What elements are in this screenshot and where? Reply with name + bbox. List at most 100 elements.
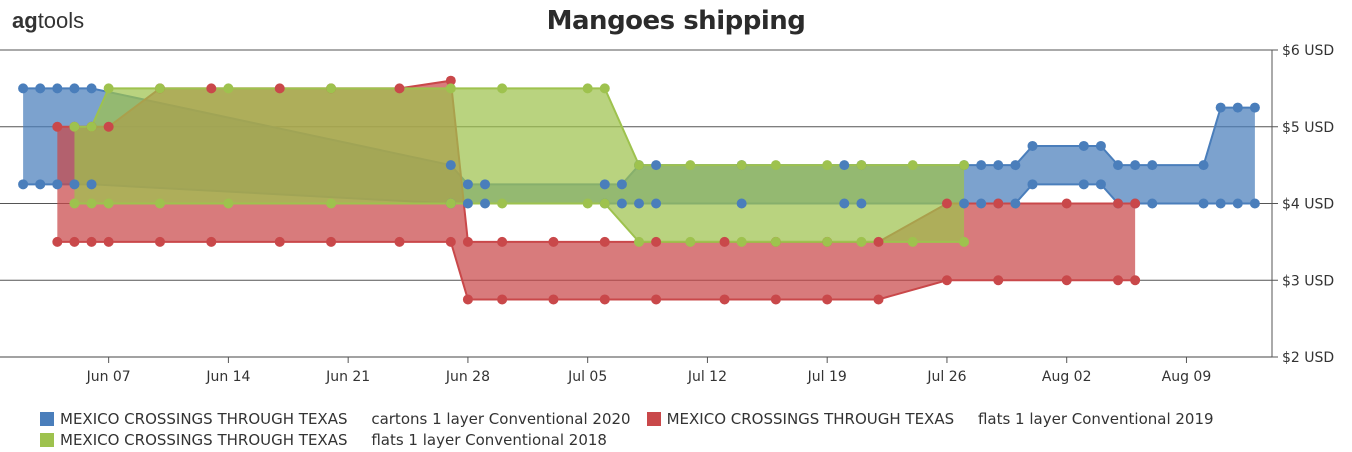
series-point-high-0 <box>976 160 987 171</box>
series-point-high-0 <box>599 179 610 190</box>
series-point-low-0 <box>86 179 97 190</box>
series-point-high-2 <box>445 83 456 94</box>
series-point-low-2 <box>599 198 610 209</box>
series-point-high-1 <box>993 198 1004 209</box>
series-point-high-0 <box>1215 102 1226 113</box>
series-point-low-0 <box>35 179 46 190</box>
series-point-low-1 <box>326 236 337 247</box>
chart-title: Mangoes shipping <box>546 6 806 36</box>
series-point-high-1 <box>206 83 217 94</box>
series-point-low-0 <box>69 179 80 190</box>
legend-item-2019[interactable]: MEXICO CROSSINGS THROUGH TEXAS flats 1 l… <box>646 409 1214 428</box>
series-point-low-1 <box>770 294 781 305</box>
series-point-low-0 <box>1095 179 1106 190</box>
series-point-high-1 <box>394 83 405 94</box>
series-point-low-1 <box>941 275 952 286</box>
series-point-low-0 <box>1147 198 1158 209</box>
series-point-high-0 <box>445 160 456 171</box>
series-point-low-0 <box>959 198 970 209</box>
series-point-high-1 <box>651 236 662 247</box>
series-point-low-1 <box>462 294 473 305</box>
series-point-high-0 <box>52 83 63 94</box>
series-point-high-1 <box>462 236 473 247</box>
series-point-low-1 <box>394 236 405 247</box>
series-point-low-2 <box>959 236 970 247</box>
series-point-high-2 <box>103 83 114 94</box>
series-point-low-0 <box>856 198 867 209</box>
series-point-high-0 <box>480 179 491 190</box>
series-point-high-1 <box>941 198 952 209</box>
series-point-low-1 <box>69 236 80 247</box>
y-tick-label: $3 USD <box>1282 273 1334 289</box>
series-point-high-0 <box>69 83 80 94</box>
series-point-low-1 <box>1113 275 1124 286</box>
series-point-low-2 <box>86 198 97 209</box>
series-point-low-2 <box>326 198 337 209</box>
legend-label-2020: MEXICO CROSSINGS THROUGH TEXAS cartons 1… <box>60 409 631 428</box>
legend-item-2018[interactable]: MEXICO CROSSINGS THROUGH TEXAS flats 1 l… <box>40 431 607 449</box>
series-point-low-0 <box>1027 179 1038 190</box>
series-low-line-1 <box>57 240 1136 301</box>
series-point-low-2 <box>736 236 747 247</box>
x-tick-label: Jul 26 <box>926 369 966 385</box>
series-point-high-0 <box>1113 160 1124 171</box>
series-point-high-0 <box>462 179 473 190</box>
series-point-high-2 <box>907 160 918 171</box>
legend-label-2019: MEXICO CROSSINGS THROUGH TEXAS flats 1 l… <box>666 409 1214 428</box>
series-point-high-0 <box>86 83 97 94</box>
chart-area: $2 USD $3 USD $4 USD $5 USD $6 USD Jun 07 Jun … <box>0 43 1334 385</box>
series-point-low-0 <box>976 198 987 209</box>
series-point-high-2 <box>582 83 593 94</box>
x-tick-label: Jul 12 <box>687 369 727 385</box>
y-tick-label: $4 USD <box>1282 197 1334 213</box>
series-point-high-2 <box>856 160 867 171</box>
x-tick-label: Jul 19 <box>807 369 847 385</box>
series-point-high-1 <box>1130 198 1141 209</box>
series-point-low-1 <box>497 294 508 305</box>
series-point-low-0 <box>480 198 491 209</box>
series-point-low-1 <box>993 275 1004 286</box>
agtools-logo[interactable]: agtools <box>12 8 85 33</box>
series-point-low-1 <box>445 236 456 247</box>
series-point-low-2 <box>685 236 696 247</box>
series-point-low-0 <box>1078 179 1089 190</box>
series-point-high-0 <box>1130 160 1141 171</box>
series-point-low-2 <box>103 198 114 209</box>
series-point-low-1 <box>154 236 165 247</box>
series-point-low-1 <box>822 294 833 305</box>
series-point-high-2 <box>959 160 970 171</box>
series-point-high-1 <box>52 121 63 132</box>
series-point-low-1 <box>274 236 285 247</box>
series-point-low-0 <box>52 179 63 190</box>
x-tick-label: Jun 21 <box>325 369 370 385</box>
series-point-low-2 <box>223 198 234 209</box>
series-point-low-1 <box>599 294 610 305</box>
series-point-low-0 <box>18 179 29 190</box>
series-point-low-0 <box>462 198 473 209</box>
series-point-high-0 <box>993 160 1004 171</box>
series-point-high-0 <box>616 179 627 190</box>
series-point-high-2 <box>685 160 696 171</box>
series-point-low-2 <box>445 198 456 209</box>
series-point-low-2 <box>69 198 80 209</box>
legend-item-2020[interactable]: MEXICO CROSSINGS THROUGH TEXAS cartons 1… <box>40 410 631 428</box>
y-tick-label: $6 USD <box>1282 43 1334 59</box>
series-point-high-2 <box>497 83 508 94</box>
series-point-low-0 <box>736 198 747 209</box>
series-point-high-1 <box>719 236 730 247</box>
series-point-low-1 <box>548 294 559 305</box>
series-point-high-2 <box>223 83 234 94</box>
series-point-low-0 <box>1232 198 1243 209</box>
series-point-high-2 <box>634 160 644 171</box>
series-point-high-0 <box>18 83 29 94</box>
series-point-low-1 <box>103 236 114 247</box>
series-point-high-2 <box>736 160 747 171</box>
series-point-high-2 <box>822 160 833 171</box>
series-low-line-2 <box>74 202 965 243</box>
series-point-low-0 <box>839 198 850 209</box>
chart-legend: MEXICO CROSSINGS THROUGH TEXAS cartons 1… <box>40 408 1340 450</box>
series-point-high-1 <box>548 236 559 247</box>
series-point-low-1 <box>206 236 217 247</box>
series-point-low-1 <box>651 294 662 305</box>
series-point-high-2 <box>154 83 165 94</box>
